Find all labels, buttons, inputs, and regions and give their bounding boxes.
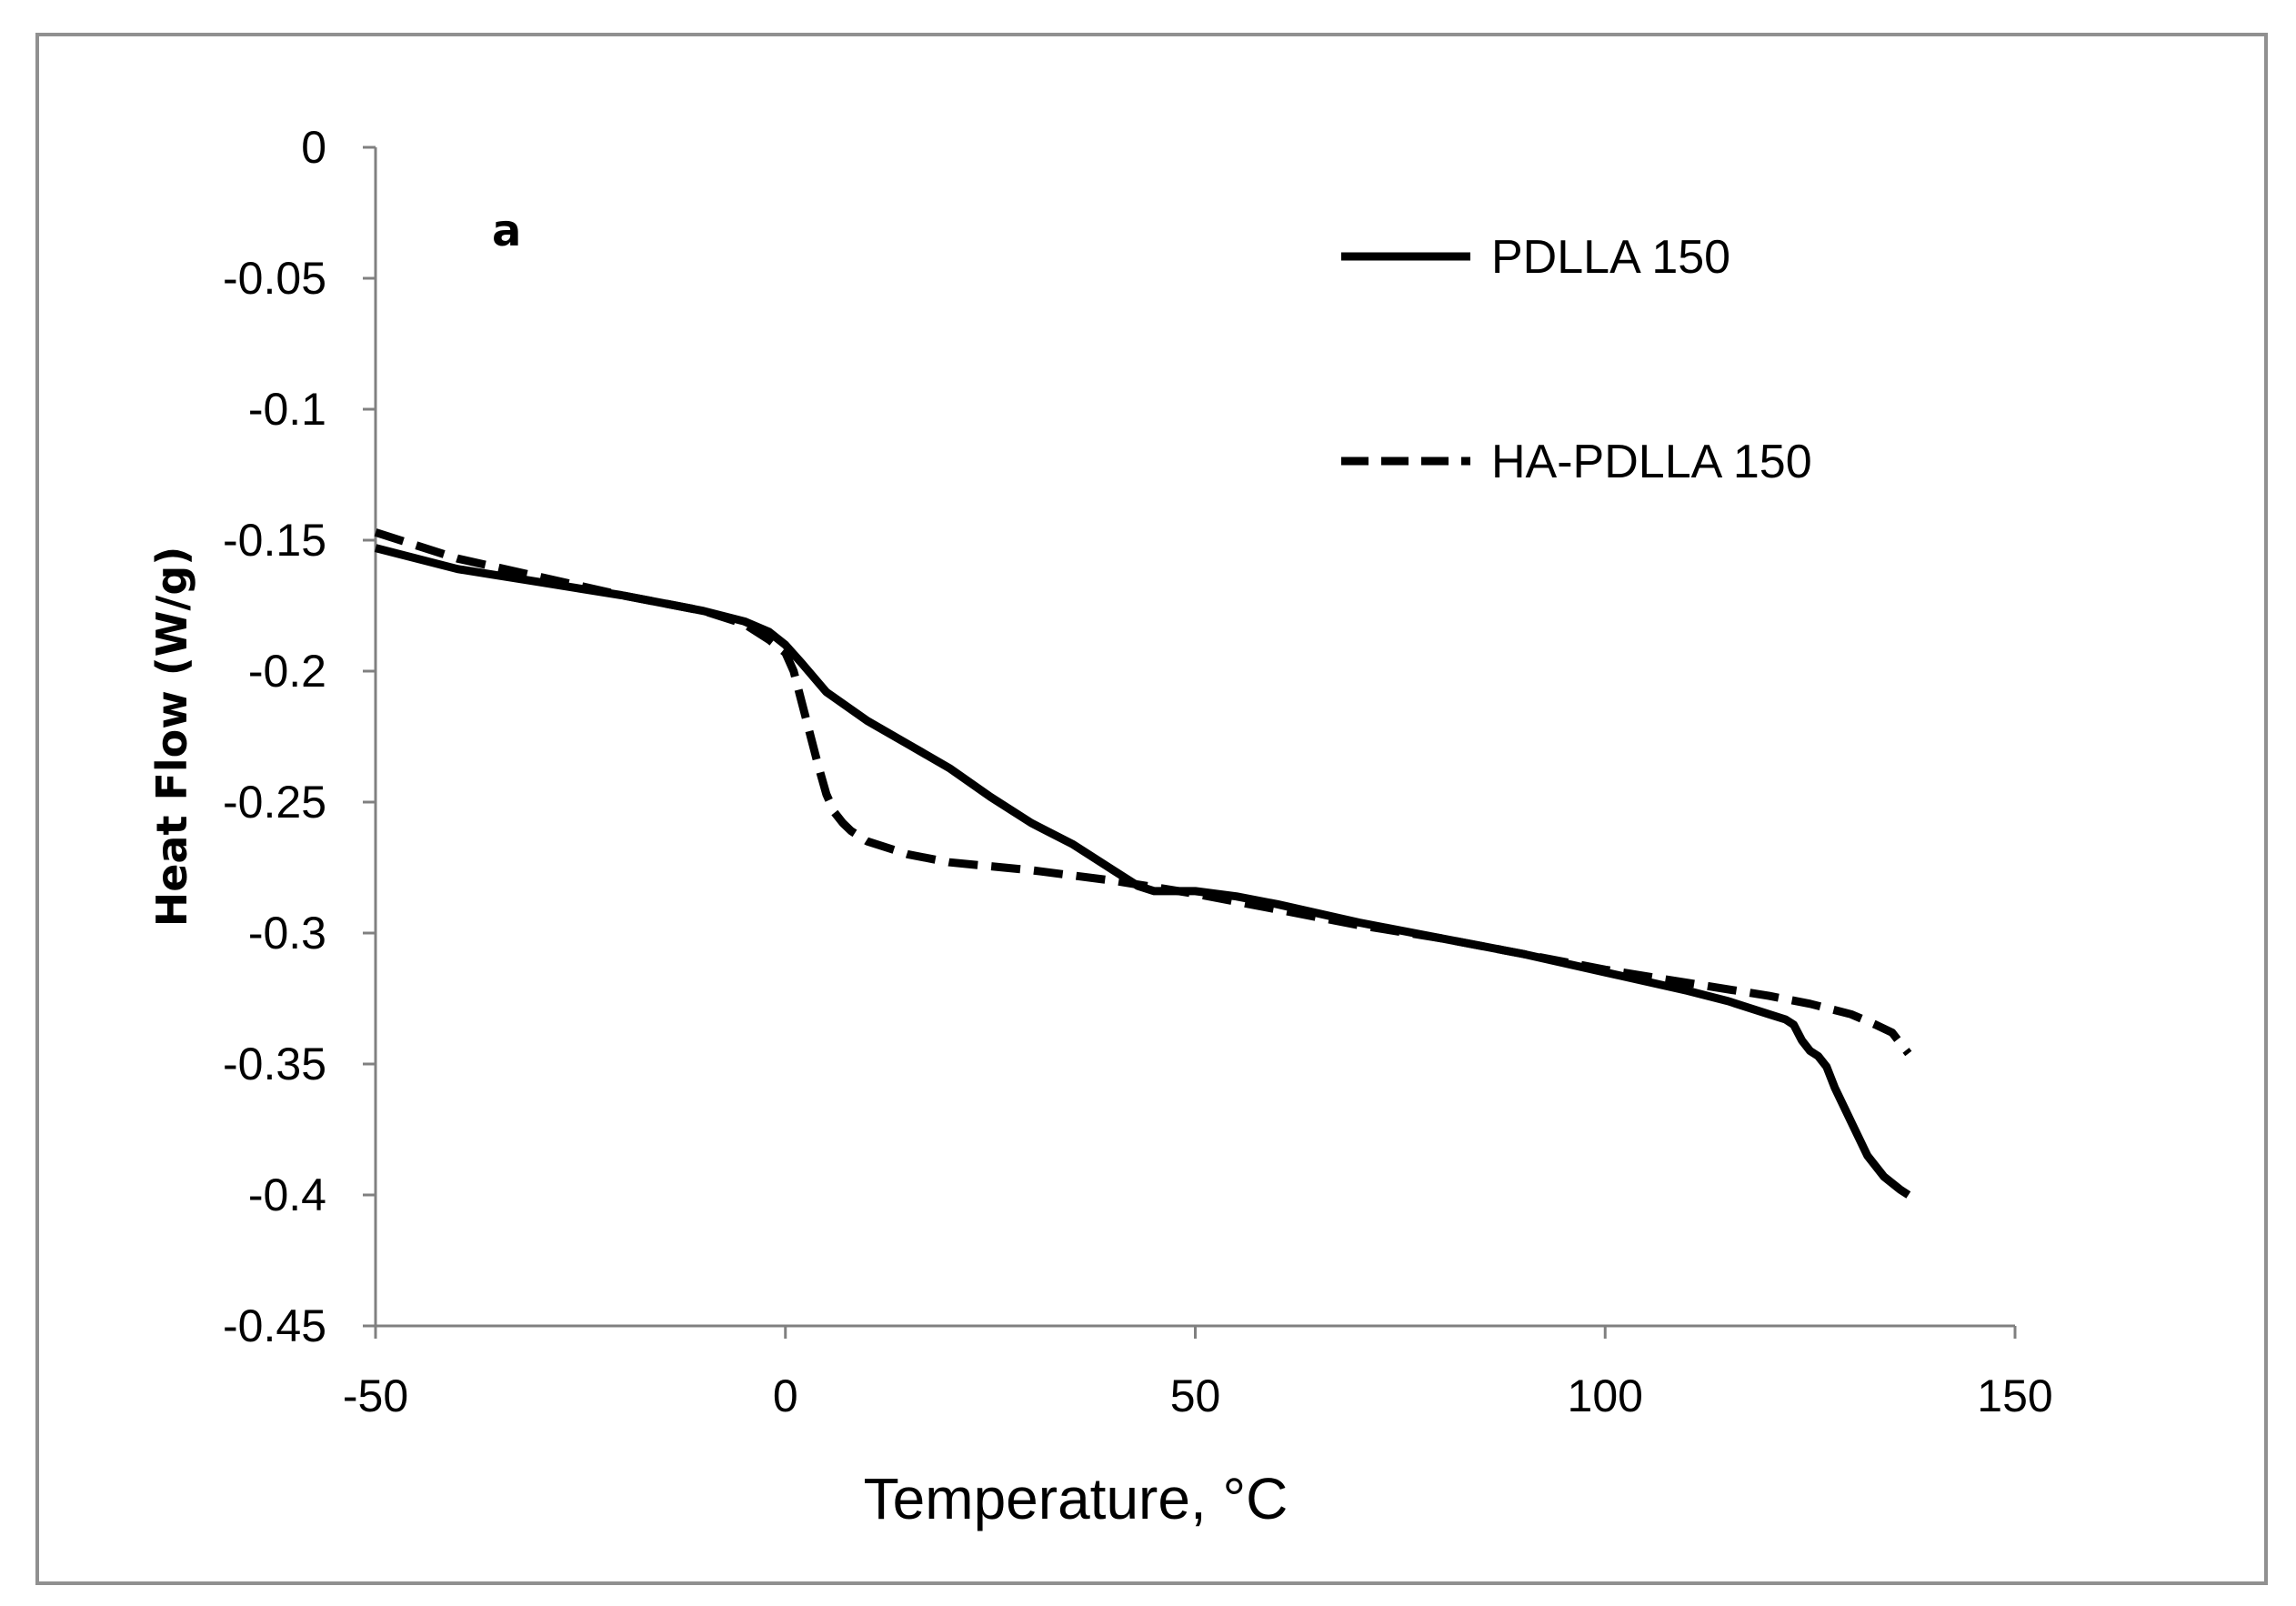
y-tick-label: -0.4 — [248, 1169, 326, 1220]
y-tick-label: -0.25 — [223, 777, 326, 828]
chart-frame — [35, 33, 2268, 1585]
y-tick-label: -0.2 — [248, 646, 326, 697]
y-tick-label: -0.15 — [223, 515, 326, 566]
x-tick-label: -50 — [343, 1370, 408, 1421]
y-tick-label: 0 — [301, 122, 326, 173]
series-line-ha-pdlla-150 — [374, 528, 1912, 1057]
x-tick-label: 100 — [1568, 1370, 1643, 1421]
panel-label: a — [492, 206, 521, 256]
y-tick-label: -0.05 — [223, 253, 326, 304]
y-axis-title: Heat Flow (W/g) — [147, 547, 196, 928]
legend: PDLLA 150 HA-PDLLA 150 — [1341, 231, 1812, 488]
legend-label-pdlla-150: PDLLA 150 — [1491, 231, 1730, 284]
x-tick-label: 0 — [773, 1370, 798, 1421]
legend-label-ha-pdlla-150: HA-PDLLA 150 — [1491, 436, 1812, 488]
y-tick-label: -0.45 — [223, 1300, 326, 1351]
x-axis-title: Temperature, °C — [864, 1466, 1288, 1531]
x-tick-label: 150 — [1977, 1370, 2052, 1421]
y-tick-label: -0.3 — [248, 908, 326, 959]
y-tick-label: -0.1 — [248, 384, 326, 435]
series-line-pdlla-150 — [374, 544, 1911, 1199]
x-tick-label: 50 — [1170, 1370, 1221, 1421]
y-tick-label: -0.35 — [223, 1039, 326, 1089]
